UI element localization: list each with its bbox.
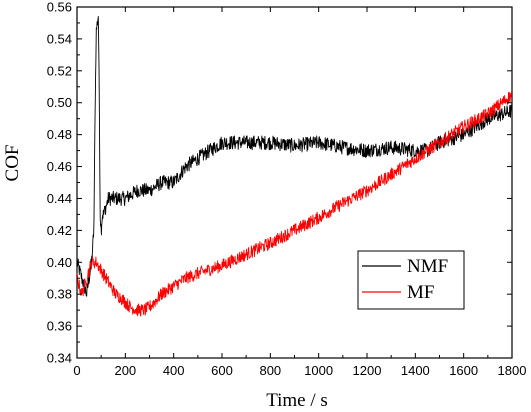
x-tick-label: 1400 <box>401 363 430 378</box>
axes-layer: 0 200 400 600 800 1000 1200 1400 1600 18000.340.3… <box>47 0 527 378</box>
x-tick-label: 600 <box>211 363 233 378</box>
x-axis-label: Time / s <box>266 390 328 411</box>
y-tick-label: 0.46 <box>47 159 72 174</box>
legend-label-nmf: NMF <box>407 256 448 277</box>
y-tick-label: 0.48 <box>47 127 72 142</box>
y-tick-label: 0.42 <box>47 223 72 238</box>
y-tick-label: 0.38 <box>47 287 72 302</box>
y-axis: 0.34 0.36 0.38 0.40 0.42 0.44 0.46 0.48 0.50 0.52… <box>47 0 512 366</box>
y-tick-label: 0.40 <box>47 255 72 270</box>
x-tick-label: 400 <box>163 363 185 378</box>
series-line-mf <box>76 90 513 317</box>
x-tick-label: 800 <box>259 363 281 378</box>
x-tick-label: 1600 <box>449 363 478 378</box>
y-tick-label: 0.34 <box>47 351 72 366</box>
y-tick-label: 0.56 <box>47 0 72 15</box>
x-tick-label: 1800 <box>498 363 527 378</box>
series-layer <box>76 15 513 317</box>
legend-label-mf: MF <box>407 282 434 303</box>
x-tick-label: 1000 <box>304 363 333 378</box>
x-tick-label: 1200 <box>353 363 382 378</box>
series-mf <box>76 90 513 317</box>
legend: NMF MF <box>357 250 465 310</box>
legend-box <box>357 250 465 310</box>
y-tick-label: 0.50 <box>47 95 72 110</box>
y-axis-label: COF <box>2 145 23 182</box>
y-tick-label: 0.44 <box>47 191 72 206</box>
x-tick-label: 0 <box>73 363 80 378</box>
y-tick-label: 0.36 <box>47 319 72 334</box>
x-axis: 0 200 400 600 800 1000 1200 1400 1600 1800 <box>73 7 526 378</box>
y-tick-label: 0.52 <box>47 63 72 78</box>
x-tick-label: 200 <box>114 363 136 378</box>
y-tick-label: 0.54 <box>47 31 72 46</box>
